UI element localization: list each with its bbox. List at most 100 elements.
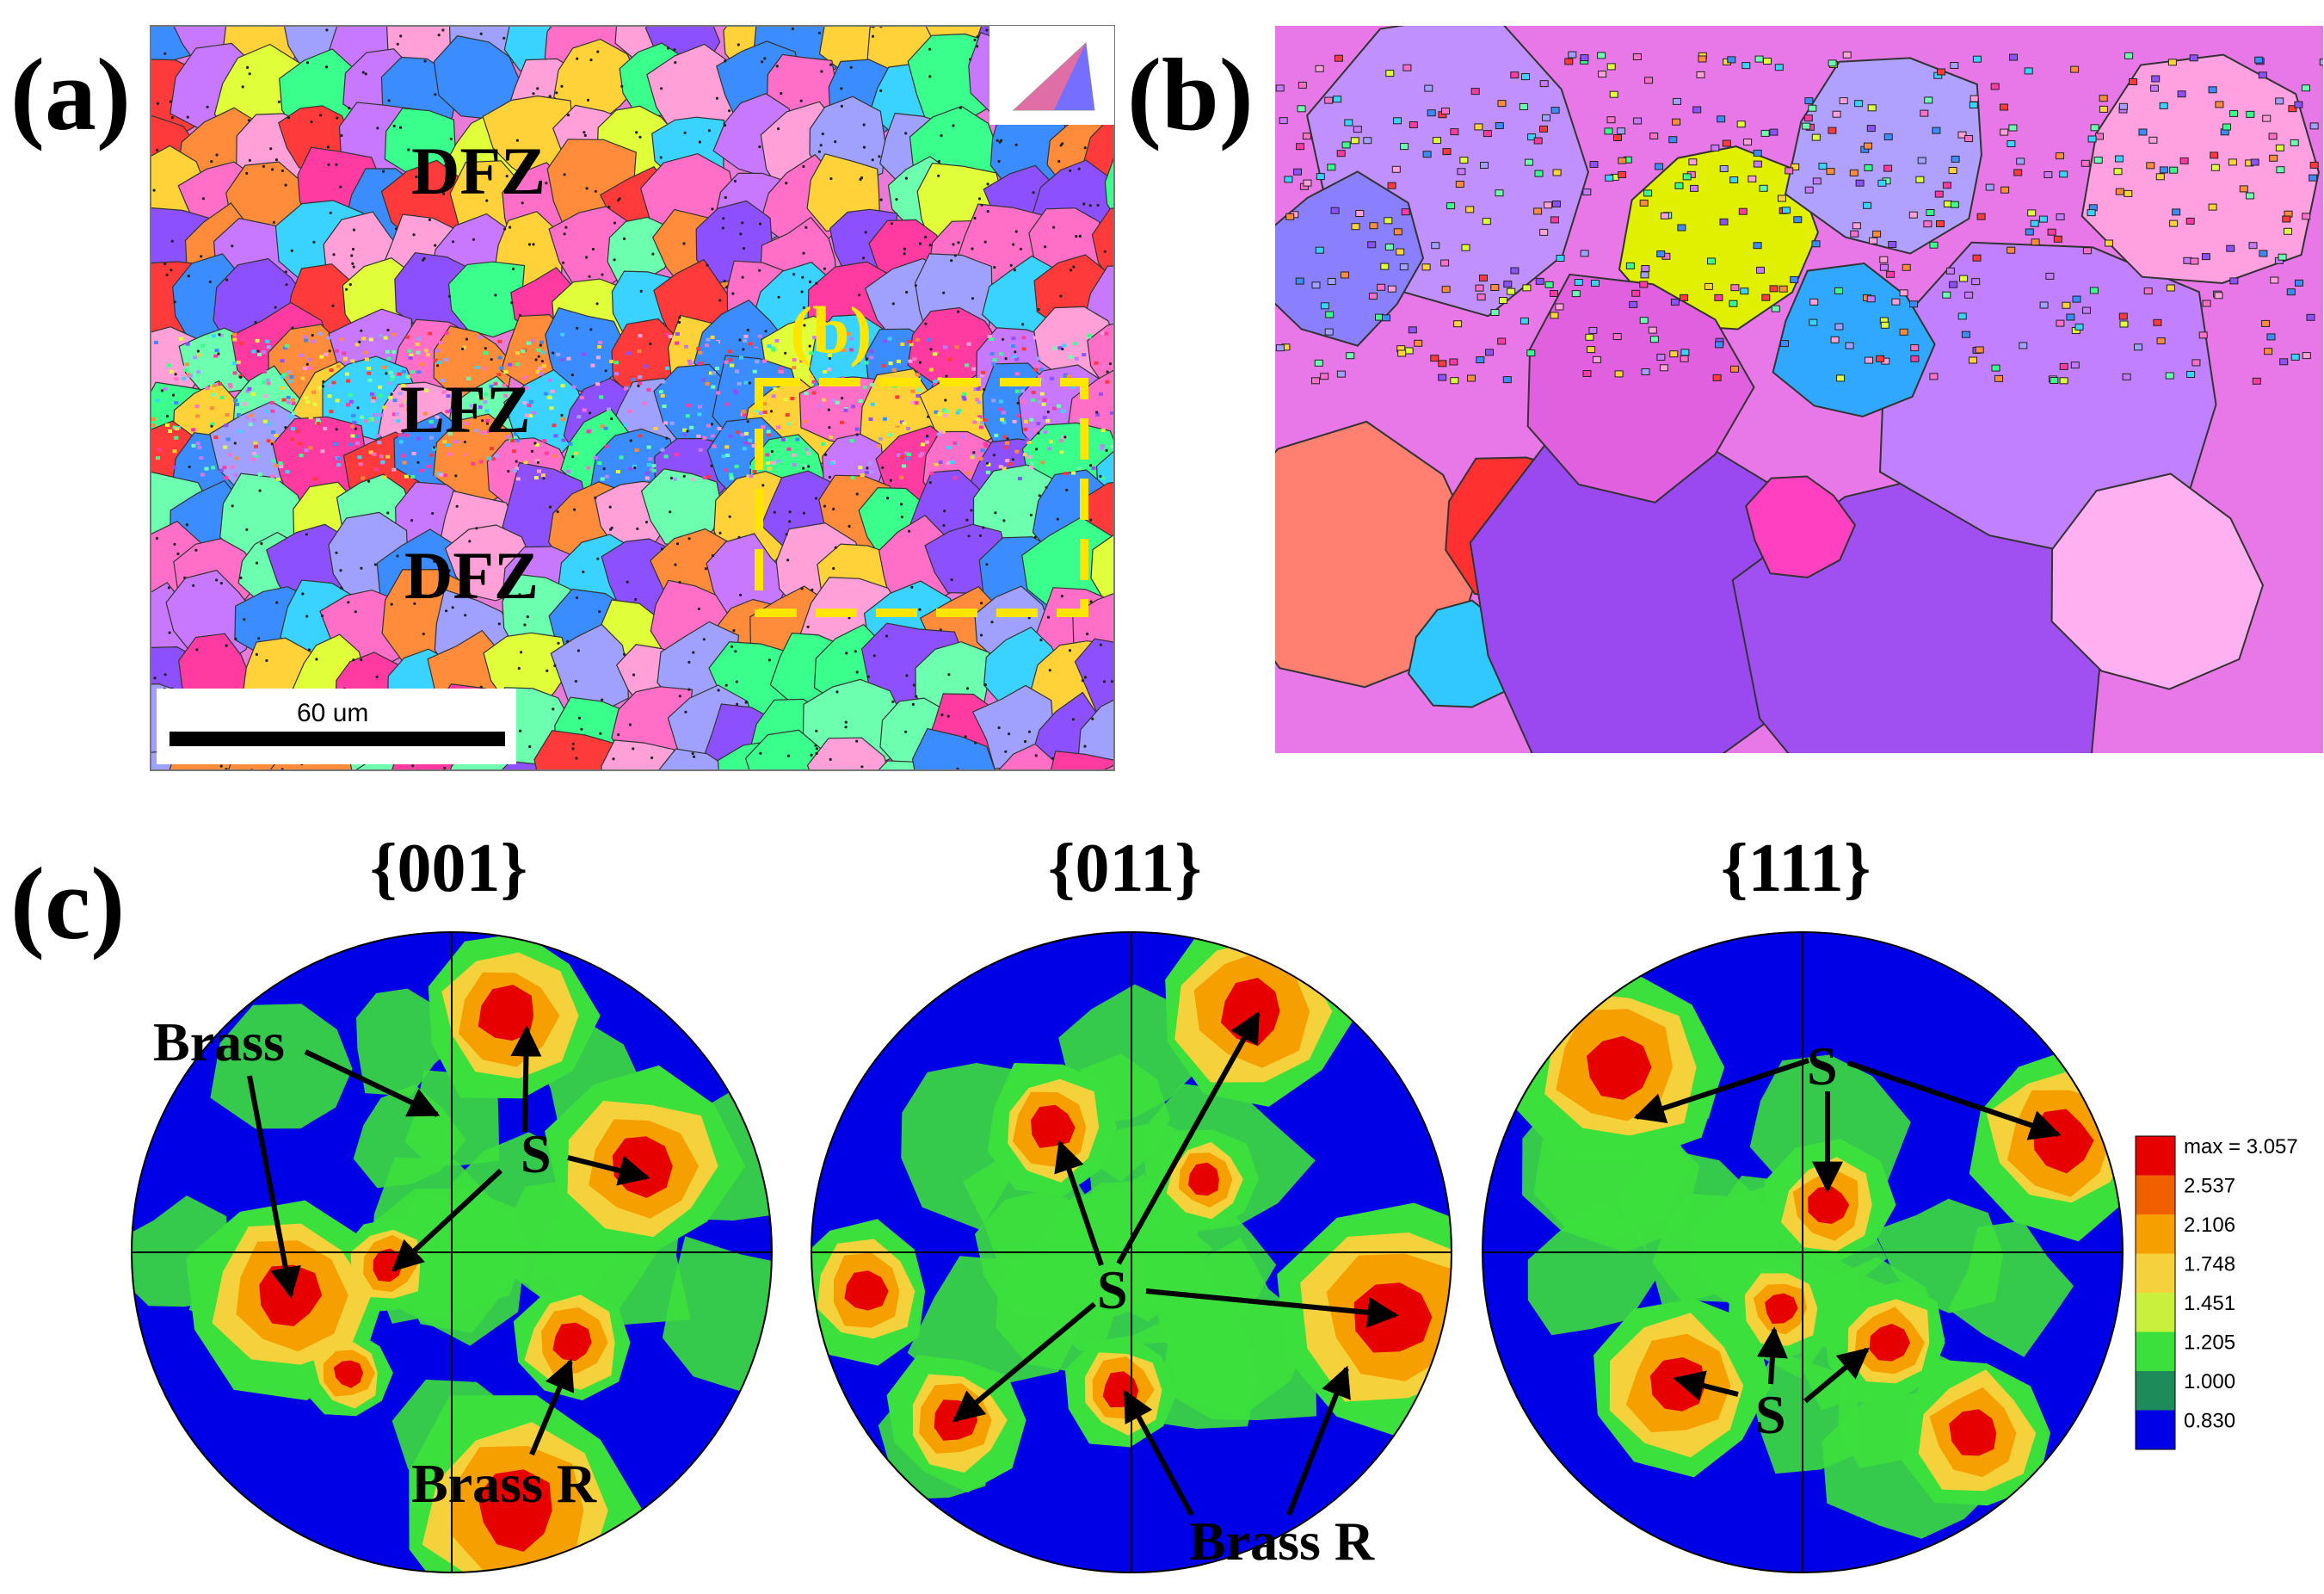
fine-grain [519,387,524,392]
fine-grain [705,343,710,348]
fine-grain [419,468,424,473]
fine-grain [1433,137,1441,145]
fine-grain [453,440,459,444]
boundary-speck [192,584,195,587]
fine-grain [2118,102,2128,110]
boundary-speck [575,757,578,760]
boundary-speck [345,287,348,291]
fine-grain [469,404,474,408]
fine-grain [1692,106,1702,114]
fine-grain [211,334,216,338]
fine-grain [1284,176,1293,183]
boundary-speck [730,645,734,648]
fine-grain [1571,290,1581,298]
boundary-speck [367,479,371,483]
fine-grain [436,472,441,476]
boundary-speck [903,247,906,250]
fine-grain [2038,215,2048,223]
boundary-speck [1037,308,1040,312]
fine-grain [312,477,317,481]
boundary-speck [983,683,987,687]
boundary-speck [889,479,892,482]
fine-grain [377,441,382,445]
fine-grain [265,339,270,343]
fine-grain [540,350,546,355]
fine-grain [929,471,934,475]
fine-grain [1522,284,1532,292]
boundary-speck [1059,294,1063,298]
fine-grain [339,337,344,342]
boundary-speck [432,446,436,449]
boundary-speck [225,278,229,281]
fine-grain [378,393,383,398]
fine-grain [907,340,912,344]
grain [1618,145,1820,331]
fine-grain [1363,137,1372,145]
fine-grain [392,412,397,417]
fine-grain [224,476,229,480]
boundary-speck [707,129,712,133]
boundary-speck [208,280,212,284]
panel-c-label: (c) [10,846,125,961]
fine-grain [1782,207,1791,214]
fine-grain [210,382,214,386]
fine-grain [470,405,475,410]
boundary-speck [788,510,792,514]
fine-grain [1431,242,1440,250]
fine-grain [698,350,703,355]
fine-grain [908,359,913,363]
fine-grain [401,369,406,374]
boundary-speck [687,537,691,541]
fine-grain [1625,262,1635,269]
fine-grain [1422,151,1432,158]
fine-grain [485,418,490,423]
boundary-speck [598,610,601,614]
fine-grain [1730,365,1739,373]
fine-grain [427,465,432,469]
boundary-speck [724,195,727,200]
annotation-brass-r: Brass R [411,1453,597,1514]
fine-grain [2156,337,2166,345]
boundary-speck [673,48,676,52]
fine-grain [638,434,643,438]
fine-grain [560,332,565,337]
fine-grain [761,402,767,406]
fine-grain [288,414,293,418]
boundary-speck [1032,191,1035,195]
boundary-speck [832,507,835,511]
fine-grain [2138,128,2148,136]
fine-grain [423,349,428,353]
fine-grain [1527,133,1537,141]
fine-grain [2155,173,2165,181]
fine-grain [1461,244,1470,251]
fine-grain [251,349,256,354]
boundary-speck [305,533,308,536]
fine-grain [2319,59,2323,66]
fine-grain [796,335,801,338]
boundary-speck [886,497,890,500]
boundary-speck [408,421,411,424]
fine-grain [410,475,416,479]
fine-grain [1002,420,1007,424]
fine-grain [447,431,453,436]
fine-grain [1580,54,1589,62]
ipf-key-inset [989,26,1114,125]
fine-grain [2124,52,2134,59]
fine-grain [632,464,637,468]
fine-grain [404,399,409,404]
boundary-speck [394,227,398,231]
fine-grain [197,445,202,449]
fine-grain [1754,55,1764,63]
fine-grain [1341,271,1349,279]
fine-grain [235,402,240,406]
fine-grain [619,455,624,460]
fine-grain [286,400,291,405]
fine-grain [531,338,535,343]
fine-grain [802,464,807,467]
boundary-speck [517,666,521,670]
boundary-speck [215,153,219,157]
grain [998,743,1057,770]
fine-grain [1303,179,1312,187]
fine-grain [1680,293,1689,301]
boundary-speck [788,520,792,523]
